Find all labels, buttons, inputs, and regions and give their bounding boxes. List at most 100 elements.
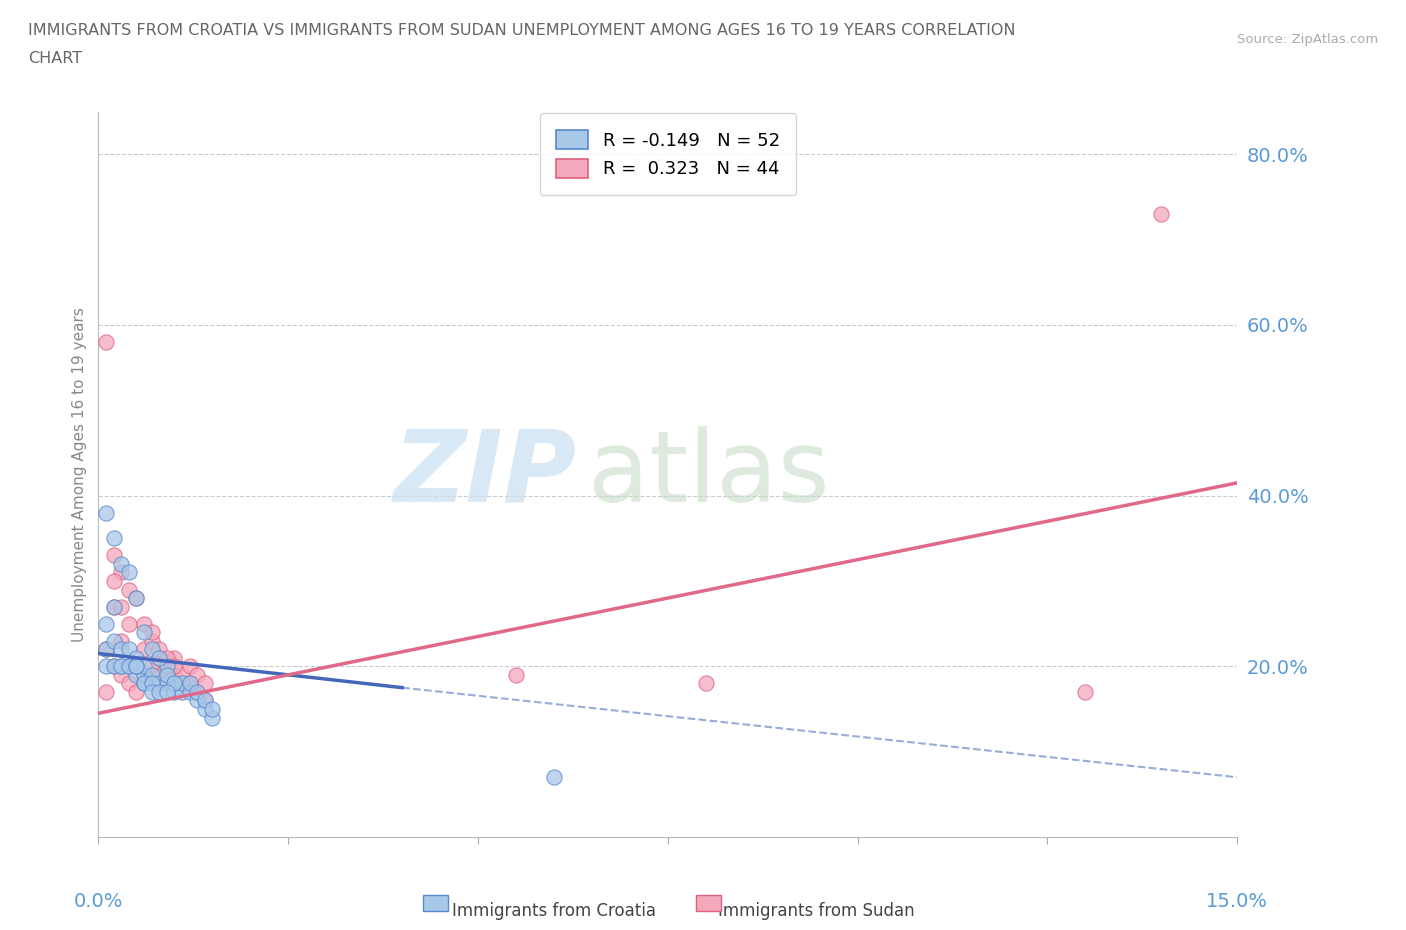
Point bbox=[170, 676, 193, 691]
Bar bbox=[696, 895, 721, 911]
Point bbox=[103, 658, 125, 673]
Point bbox=[141, 676, 163, 691]
Point bbox=[94, 617, 117, 631]
Point bbox=[94, 684, 117, 699]
Point bbox=[505, 668, 527, 683]
Point bbox=[156, 650, 179, 665]
Point bbox=[148, 668, 170, 683]
Point bbox=[141, 684, 163, 699]
Point bbox=[132, 668, 155, 683]
Point bbox=[194, 701, 217, 716]
Text: ZIP: ZIP bbox=[394, 426, 576, 523]
Point bbox=[163, 676, 186, 691]
Point bbox=[110, 658, 132, 673]
Point bbox=[201, 711, 224, 725]
Point bbox=[156, 676, 179, 691]
Point bbox=[103, 574, 125, 589]
Point bbox=[148, 642, 170, 657]
Point bbox=[148, 650, 170, 665]
Point bbox=[125, 658, 148, 673]
Point bbox=[141, 642, 163, 657]
Point bbox=[148, 676, 170, 691]
Point bbox=[103, 548, 125, 563]
Point bbox=[94, 335, 117, 350]
Point bbox=[163, 668, 186, 683]
Point bbox=[94, 658, 117, 673]
Point bbox=[148, 650, 170, 665]
Point bbox=[118, 617, 141, 631]
Point bbox=[103, 599, 125, 614]
Text: Source: ZipAtlas.com: Source: ZipAtlas.com bbox=[1237, 33, 1378, 46]
Point bbox=[141, 625, 163, 640]
Text: CHART: CHART bbox=[28, 51, 82, 66]
Point bbox=[156, 676, 179, 691]
Point bbox=[132, 658, 155, 673]
Text: atlas: atlas bbox=[588, 426, 830, 523]
Point bbox=[103, 658, 125, 673]
Point bbox=[110, 565, 132, 580]
Point bbox=[110, 633, 132, 648]
Point bbox=[1074, 684, 1097, 699]
Point bbox=[156, 658, 179, 673]
Point bbox=[125, 658, 148, 673]
Point bbox=[156, 658, 179, 673]
Point bbox=[118, 642, 141, 657]
Point bbox=[132, 676, 155, 691]
Point bbox=[110, 556, 132, 571]
Point bbox=[125, 684, 148, 699]
Point bbox=[132, 625, 155, 640]
Point bbox=[110, 658, 132, 673]
Point bbox=[163, 658, 186, 673]
Point bbox=[201, 701, 224, 716]
Point bbox=[163, 650, 186, 665]
Point bbox=[125, 650, 148, 665]
Point bbox=[163, 684, 186, 699]
Point bbox=[194, 676, 217, 691]
Point bbox=[186, 684, 208, 699]
Y-axis label: Unemployment Among Ages 16 to 19 years: Unemployment Among Ages 16 to 19 years bbox=[72, 307, 87, 642]
Point bbox=[194, 693, 217, 708]
Text: 0.0%: 0.0% bbox=[73, 893, 124, 911]
Legend: R = -0.149   N = 52, R =  0.323   N = 44: R = -0.149 N = 52, R = 0.323 N = 44 bbox=[540, 113, 796, 194]
Point bbox=[110, 642, 132, 657]
Point bbox=[110, 599, 132, 614]
Point bbox=[186, 668, 208, 683]
Point bbox=[94, 642, 117, 657]
Bar bbox=[423, 895, 449, 911]
Point bbox=[103, 531, 125, 546]
Text: Immigrants from Croatia: Immigrants from Croatia bbox=[451, 902, 657, 921]
Point bbox=[163, 676, 186, 691]
Point bbox=[125, 668, 148, 683]
Point bbox=[103, 599, 125, 614]
Point bbox=[141, 658, 163, 673]
Point bbox=[110, 668, 132, 683]
Point bbox=[141, 668, 163, 683]
Point bbox=[132, 668, 155, 683]
Point bbox=[118, 582, 141, 597]
Point bbox=[118, 676, 141, 691]
Point bbox=[148, 684, 170, 699]
Point bbox=[132, 642, 155, 657]
Point bbox=[125, 658, 148, 673]
Point bbox=[695, 676, 717, 691]
Point bbox=[132, 676, 155, 691]
Text: IMMIGRANTS FROM CROATIA VS IMMIGRANTS FROM SUDAN UNEMPLOYMENT AMONG AGES 16 TO 1: IMMIGRANTS FROM CROATIA VS IMMIGRANTS FR… bbox=[28, 23, 1015, 38]
Point bbox=[141, 676, 163, 691]
Point bbox=[179, 676, 201, 691]
Point bbox=[179, 658, 201, 673]
Point bbox=[179, 684, 201, 699]
Point bbox=[125, 591, 148, 605]
Point bbox=[186, 684, 208, 699]
Point bbox=[194, 693, 217, 708]
Point bbox=[179, 676, 201, 691]
Point bbox=[1150, 206, 1173, 221]
Point bbox=[94, 505, 117, 520]
Point bbox=[141, 633, 163, 648]
Point bbox=[118, 565, 141, 580]
Point bbox=[156, 668, 179, 683]
Point bbox=[118, 658, 141, 673]
Point bbox=[94, 642, 117, 657]
Point bbox=[156, 684, 179, 699]
Point bbox=[118, 658, 141, 673]
Point bbox=[543, 770, 565, 785]
